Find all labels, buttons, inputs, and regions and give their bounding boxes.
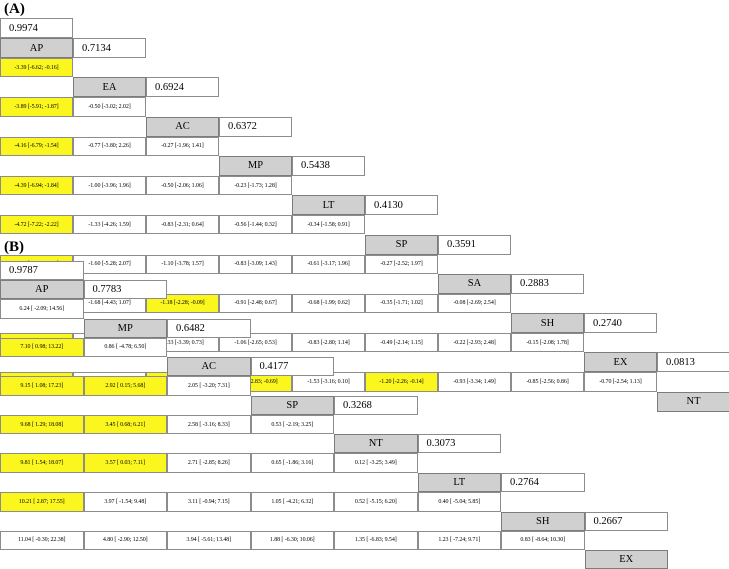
league-cell: 0.40 [ -5.04; 5.85]: [417, 492, 501, 512]
league-cell: 2.05 [ -3.20; 7.31]: [167, 376, 251, 396]
league-cell: 9.15 [ 1.08; 17.23]: [0, 376, 84, 396]
treatment-header: AP: [0, 280, 84, 299]
league-cell: -3.89 [-5.91; -1.87]: [0, 97, 73, 117]
league-cell: 2.71 [ -2.85; 8.26]: [167, 453, 251, 473]
league-cell: -0.85 [-2.56; 0.86]: [511, 372, 584, 392]
treatment-header: EA: [73, 77, 146, 98]
p-score-cell: 0.2740: [584, 313, 657, 334]
treatment-header: MP: [219, 155, 292, 176]
league-cell: 11.04 [ -0.30; 22.38]: [0, 530, 84, 551]
league-cell: -0.49 [-2.14; 1.15]: [365, 333, 438, 353]
treatment-header: EX: [584, 352, 657, 373]
league-cell: -1.33 [-4.26; 1.59]: [73, 215, 146, 235]
panel-label: (B): [4, 239, 24, 255]
league-cell: 0.83 [ -8.64; 10.30]: [501, 530, 585, 551]
p-score-cell: 0.0813: [657, 352, 729, 373]
league-cell: 3.11 [ -0.94; 7.15]: [167, 492, 251, 512]
league-cell: -0.23 [-1.73; 1.28]: [219, 175, 292, 196]
p-score-cell: 0.6372: [219, 116, 292, 137]
league-cell: 0.86 [ -4.78; 6.50]: [83, 337, 167, 358]
league-cell: -1.60 [-5.28; 2.07]: [73, 254, 146, 274]
treatment-header: SP: [250, 395, 334, 415]
league-cell: -0.50 [-2.06; 1.06]: [146, 175, 219, 196]
p-score-cell: 0.9787: [0, 261, 84, 280]
league-cell: 3.94 [ -5.61; 13.48]: [167, 530, 251, 551]
league-cell: -0.15 [-2.08; 1.78]: [511, 333, 584, 353]
league-cell: -0.70 [-2.54; 1.13]: [584, 372, 657, 392]
treatment-header: LT: [292, 195, 365, 216]
treatment-header: NT: [657, 391, 729, 412]
league-cell: -1.06 [-2.65; 0.53]: [219, 333, 292, 353]
league-cell: -0.83 [-2.31; 0.64]: [146, 215, 219, 235]
league-cell: -0.27 [-1.96; 1.41]: [146, 136, 219, 156]
league-cell: -0.68 [-1.99; 0.62]: [292, 293, 365, 314]
league-cell: -0.93 [-3.34; 1.49]: [438, 372, 511, 392]
league-cell: 3.57 [ 0.03; 7.11]: [83, 453, 167, 473]
league-cell: 0.12 [ -3.25; 3.49]: [334, 453, 418, 473]
treatment-header: LT: [417, 473, 501, 492]
league-cell: 1.23 [ -7.24; 9.71]: [417, 530, 501, 551]
league-cell: -0.83 [-3.09; 1.43]: [219, 254, 292, 274]
p-score-cell: 0.3268: [334, 395, 418, 415]
league-cell: -1.20 [-2.26; -0.14]: [365, 372, 438, 392]
p-score-cell: 0.2764: [501, 473, 585, 492]
p-score-cell: 0.7783: [83, 280, 167, 299]
league-cell: -0.34 [-1.58; 0.91]: [292, 215, 365, 235]
league-cell: 1.88 [ -6.30; 10.06]: [250, 530, 334, 551]
p-score-cell: 0.7134: [73, 38, 146, 58]
league-cell: 7.10 [ 0.98; 13.22]: [0, 337, 84, 358]
treatment-header: MP: [83, 318, 167, 338]
league-cell: 1.35 [ -6.83; 9.54]: [334, 530, 418, 551]
league-cell: -0.77 [-3.80; 2.26]: [73, 136, 146, 156]
league-cell: -0.56 [-1.44; 0.32]: [219, 215, 292, 235]
league-cell: -3.39 [-6.62; -0.16]: [0, 58, 73, 78]
league-cell: 3.45 [ 0.68; 6.21]: [83, 414, 167, 435]
treatment-header: AC: [146, 116, 219, 137]
league-cell: 9.68 [ 1.29; 18.08]: [0, 414, 84, 435]
p-score-cell: 0.9974: [0, 18, 73, 38]
league-cell: 0.53 [ -2.19; 3.25]: [250, 414, 334, 435]
league-cell: 4.80 [ -2.90; 12.50]: [83, 530, 167, 551]
league-cell: -4.16 [-6.79; -1.54]: [0, 136, 73, 156]
treatment-header: SA: [438, 273, 511, 294]
p-score-cell: 0.5438: [292, 155, 365, 176]
p-score-cell: 0.3591: [438, 234, 511, 255]
treatment-header: SP: [365, 234, 438, 255]
league-cell: 0.65 [ -1.86; 3.16]: [250, 453, 334, 473]
league-cell: -0.35 [-1.71; 1.02]: [365, 293, 438, 314]
league-cell: 6.24 [ -2.09; 14.56]: [0, 299, 84, 319]
p-score-cell: 0.2667: [584, 511, 668, 531]
league-cell: 0.52 [ -5.15; 6.20]: [334, 492, 418, 512]
league-cell: -0.83 [-2.80; 1.14]: [292, 333, 365, 353]
treatment-header: EX: [584, 550, 668, 569]
treatment-header: AP: [0, 38, 73, 58]
league-cell: 2.58 [ -3.16; 8.33]: [167, 414, 251, 435]
treatment-header: AC: [167, 357, 251, 377]
p-score-cell: 0.6924: [146, 77, 219, 98]
league-cell: -1.00 [-3.96; 1.96]: [73, 175, 146, 196]
p-score-cell: 0.6482: [167, 318, 251, 338]
league-cell: -0.22 [-2.93; 2.48]: [438, 333, 511, 353]
panel-label: (A): [4, 1, 25, 17]
league-cell: 2.92 [ 0.15; 5.68]: [83, 376, 167, 396]
p-score-cell: 0.3073: [417, 434, 501, 454]
league-cell: -0.61 [-3.17; 1.96]: [292, 254, 365, 274]
league-cell: -4.72 [-7.22; -2.22]: [0, 215, 73, 235]
p-score-cell: 0.4130: [365, 195, 438, 216]
league-cell: -4.39 [-6.94; -1.84]: [0, 175, 73, 196]
league-cell: -0.08 [-2.69; 2.54]: [438, 293, 511, 314]
league-cell: 1.05 [ -4.21; 6.32]: [250, 492, 334, 512]
league-cell: 10.21 [ 2.87; 17.55]: [0, 492, 84, 512]
treatment-header: SH: [511, 313, 584, 334]
league-cell: -1.10 [-3.78; 1.57]: [146, 254, 219, 274]
league-cell: -0.91 [-2.48; 0.67]: [219, 293, 292, 314]
treatment-header: SH: [501, 511, 585, 531]
league-cell: -0.50 [-3.02; 2.02]: [73, 97, 146, 117]
league-cell: 3.97 [ -1.54; 9.48]: [83, 492, 167, 512]
league-cell: -0.27 [-2.52; 1.97]: [365, 254, 438, 274]
p-score-cell: 0.4177: [250, 357, 334, 377]
p-score-cell: 0.2883: [511, 273, 584, 294]
treatment-header: NT: [334, 434, 418, 454]
league-cell: 9.81 [ 1.54; 18.07]: [0, 453, 84, 473]
